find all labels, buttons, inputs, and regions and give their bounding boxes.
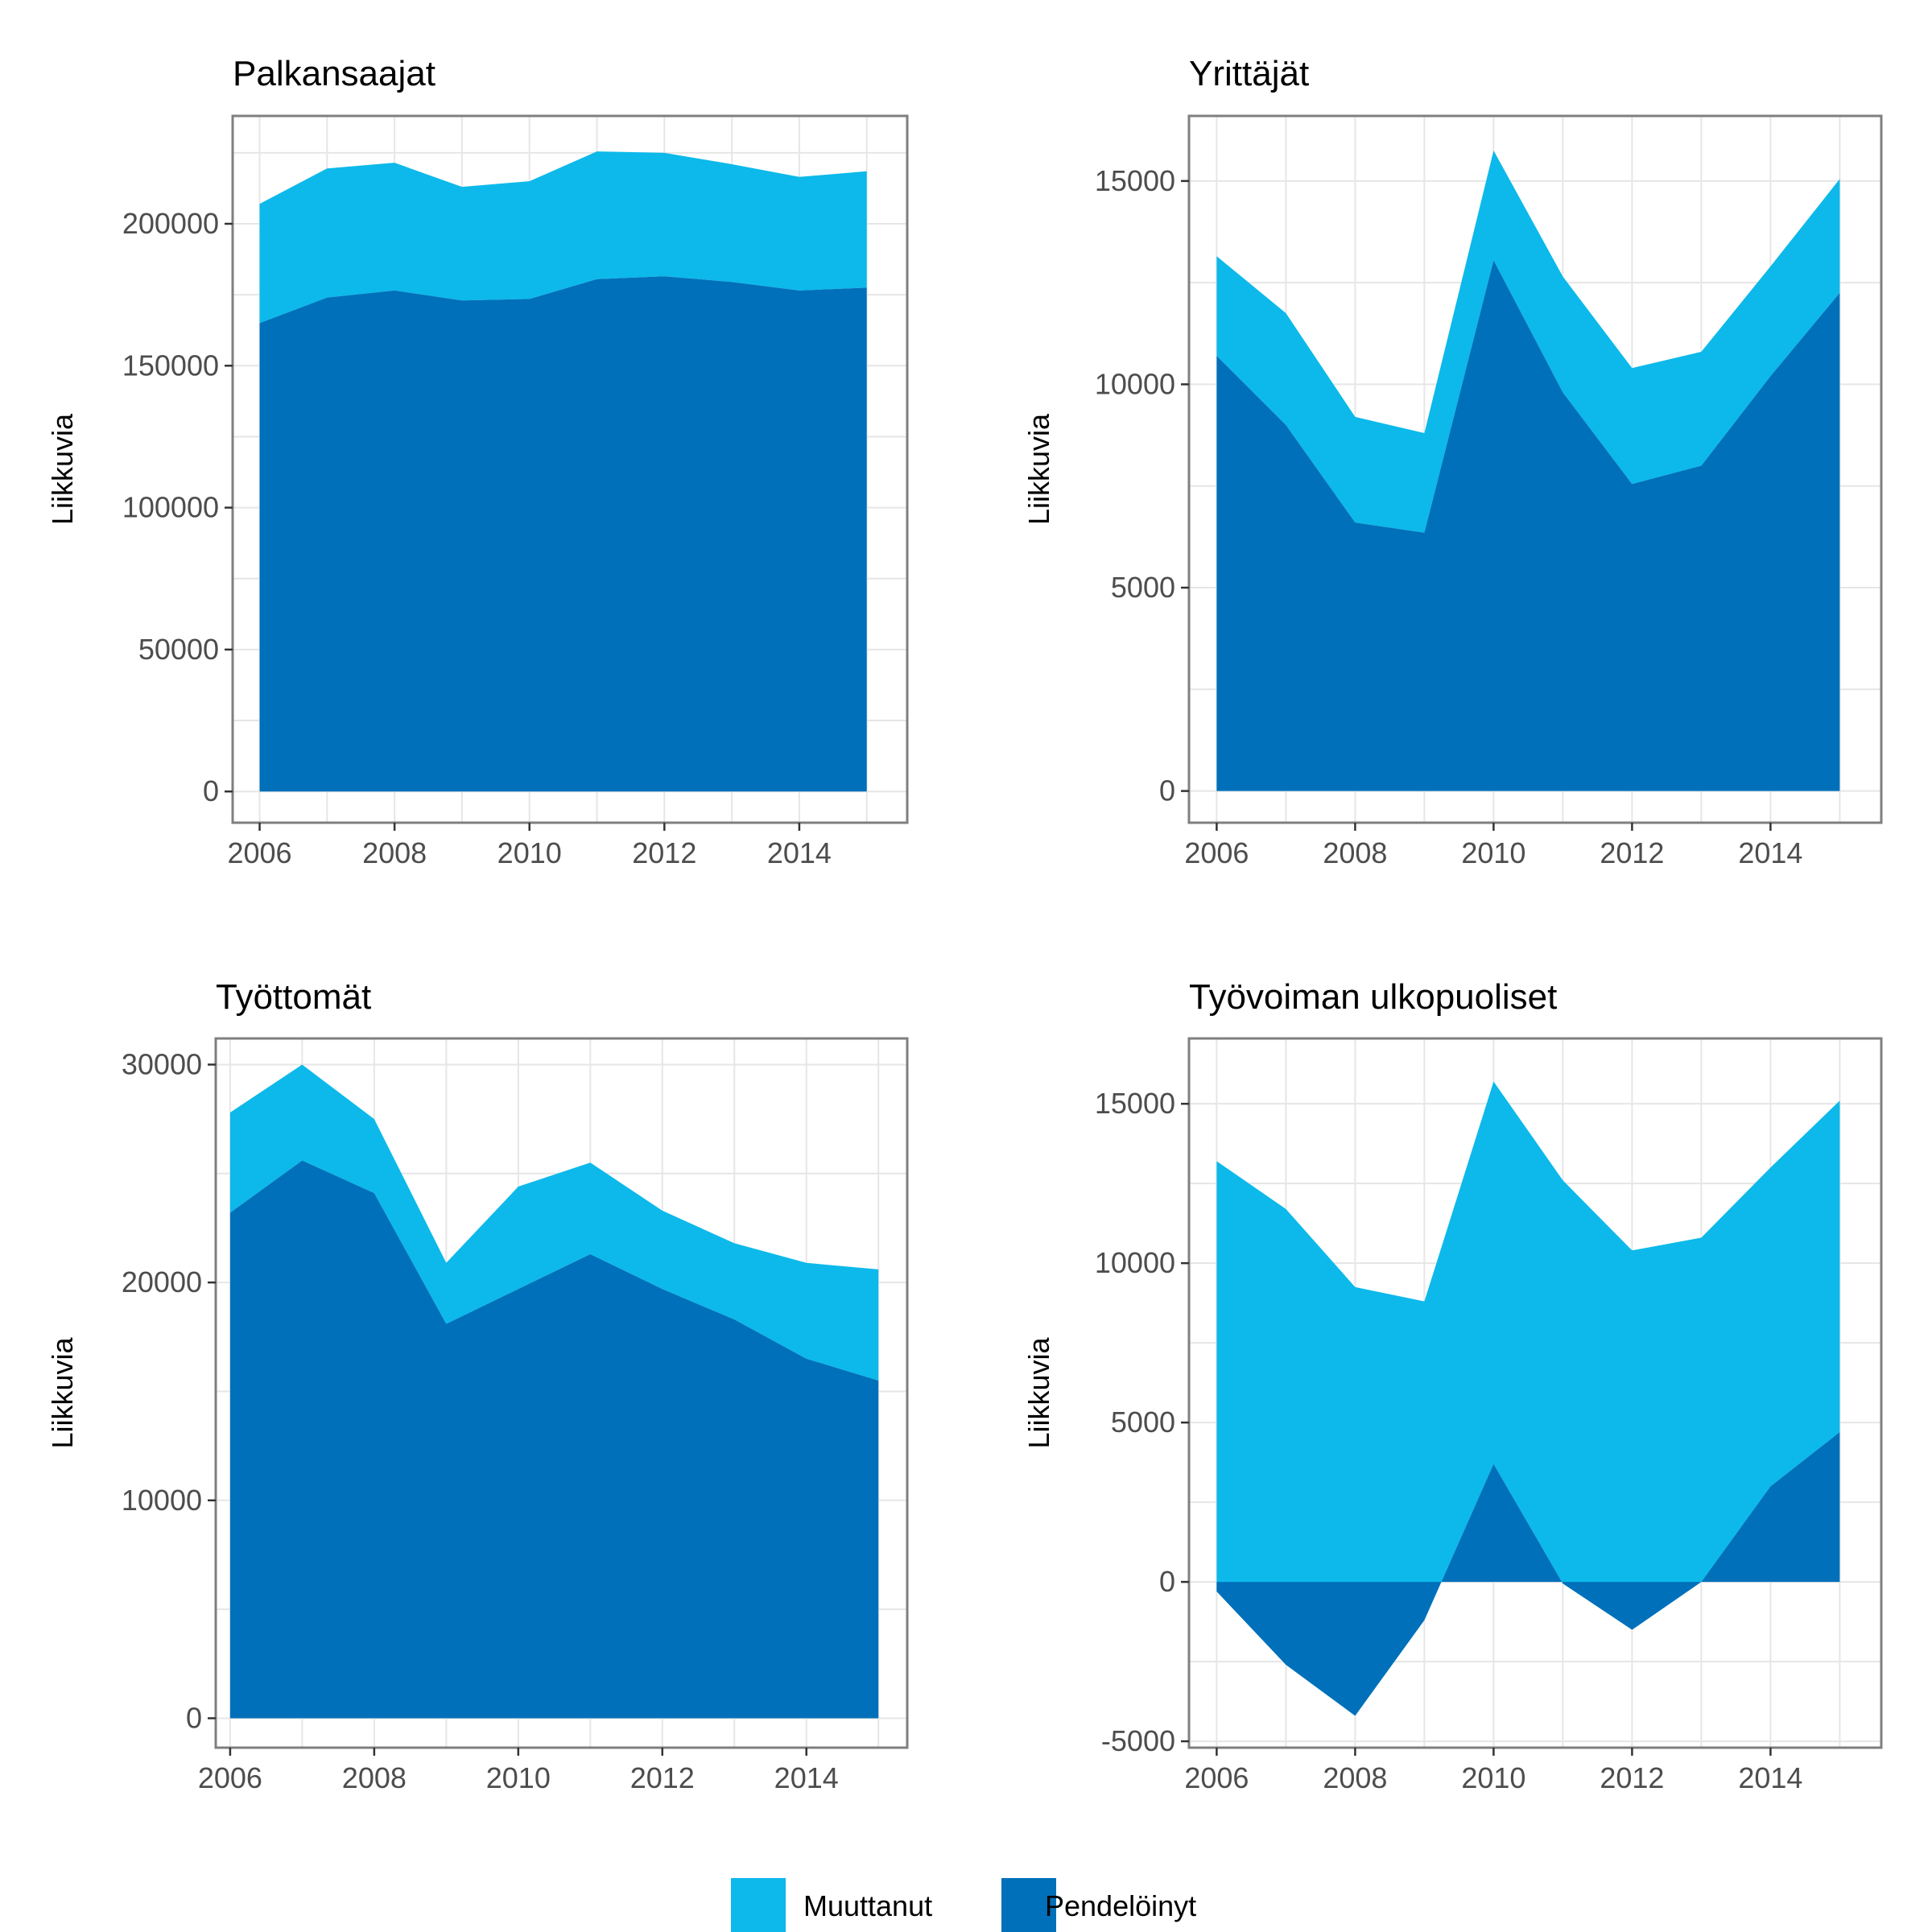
x-tick-label: 2006 [1184, 1761, 1249, 1794]
x-tick-label: 2014 [1738, 836, 1802, 869]
x-tick-label: 2010 [1461, 836, 1525, 869]
area-muuttanut [1216, 150, 1840, 533]
x-tick-label: 2006 [227, 836, 291, 869]
y-tick-label: 0 [186, 1701, 202, 1734]
panel-title: Työvoiman ulkopuoliset [1189, 977, 1557, 1017]
chart-panel-3: 0 10000 20000 30000 2006 2008 2010 2012 2014 Työt… [46, 977, 909, 1794]
x-tick-label: 2014 [767, 836, 832, 869]
y-tick-label: 15000 [1095, 1087, 1175, 1120]
y-axis-title: Liikkuvia [46, 413, 79, 525]
x-tick-label: 2006 [198, 1761, 262, 1794]
legend-label-1: Muuttanut [803, 1889, 932, 1922]
panel-title: Työttomät [216, 977, 371, 1017]
chart-panel-4: -5000 0 5000 10000 15000 2006 2008 2010 2012 2014… [1022, 977, 1883, 1794]
y-tick-label: 10000 [1095, 1246, 1175, 1279]
y-tick-label: 150000 [122, 349, 219, 382]
legend-swatch-1 [731, 1878, 786, 1932]
legend: Muuttanut Pendelöinyt [731, 1878, 1196, 1932]
x-tick-label: 2014 [1738, 1761, 1802, 1794]
y-tick-label: 0 [1159, 1565, 1175, 1598]
y-tick-label: 15000 [1095, 164, 1175, 197]
chart-panel-1: 0 50000 100000 150000 200000 2006 2008 2010 2012… [46, 54, 909, 869]
area-pendeloinyt [229, 1160, 879, 1719]
y-tick-label: 200000 [122, 207, 219, 240]
y-tick-label: 30000 [122, 1047, 202, 1080]
panel-border [214, 1037, 909, 1749]
panel-border [231, 114, 909, 824]
x-tick-label: 2008 [1323, 1761, 1387, 1794]
y-tick-label: 20000 [122, 1265, 202, 1298]
x-tick-label: 2008 [342, 1761, 407, 1794]
legend-label-2: Pendelöinyt [1045, 1889, 1196, 1922]
x-tick-label: 2012 [632, 836, 696, 869]
y-tick-label: 10000 [1095, 367, 1175, 400]
area-pendeloinyt [1216, 260, 1840, 791]
y-tick-label: 0 [1159, 774, 1175, 807]
y-tick-label: 5000 [1111, 571, 1175, 604]
panel-border [1187, 1037, 1883, 1749]
y-axis-title: Liikkuvia [46, 1336, 79, 1448]
y-tick-label: 5000 [1111, 1406, 1175, 1439]
x-tick-label: 2012 [1600, 1761, 1664, 1794]
panel-title: Yrittäjät [1189, 54, 1309, 93]
y-axis-title: Liikkuvia [1022, 413, 1055, 525]
y-tick-label: 0 [203, 774, 219, 807]
panel-title: Palkansaajat [233, 54, 436, 93]
x-tick-label: 2012 [1600, 836, 1664, 869]
area-pendeloinyt [1216, 1432, 1840, 1716]
legend-swatch-2 [1001, 1878, 1056, 1932]
x-tick-label: 2006 [1184, 836, 1249, 869]
x-tick-label: 2010 [497, 836, 562, 869]
x-tick-label: 2010 [1461, 1761, 1525, 1794]
x-tick-label: 2010 [486, 1761, 551, 1794]
area-muuttanut [1216, 1081, 1840, 1716]
y-tick-label: -5000 [1101, 1724, 1175, 1757]
panel-border [1187, 114, 1883, 824]
y-tick-label: 100000 [122, 491, 219, 524]
x-tick-label: 2012 [630, 1761, 695, 1794]
x-tick-label: 2014 [774, 1761, 839, 1794]
y-axis-title: Liikkuvia [1022, 1336, 1055, 1448]
chart-panel-2: 0 5000 10000 15000 2006 2008 2010 2012 2014 Yritt… [1022, 54, 1883, 869]
x-tick-label: 2008 [1323, 836, 1387, 869]
y-tick-label: 10000 [122, 1484, 202, 1517]
y-tick-label: 50000 [138, 633, 219, 666]
area-muuttanut [229, 1064, 879, 1381]
x-tick-label: 2008 [362, 836, 427, 869]
area-muuttanut [259, 151, 867, 324]
area-pendeloinyt [259, 276, 867, 792]
